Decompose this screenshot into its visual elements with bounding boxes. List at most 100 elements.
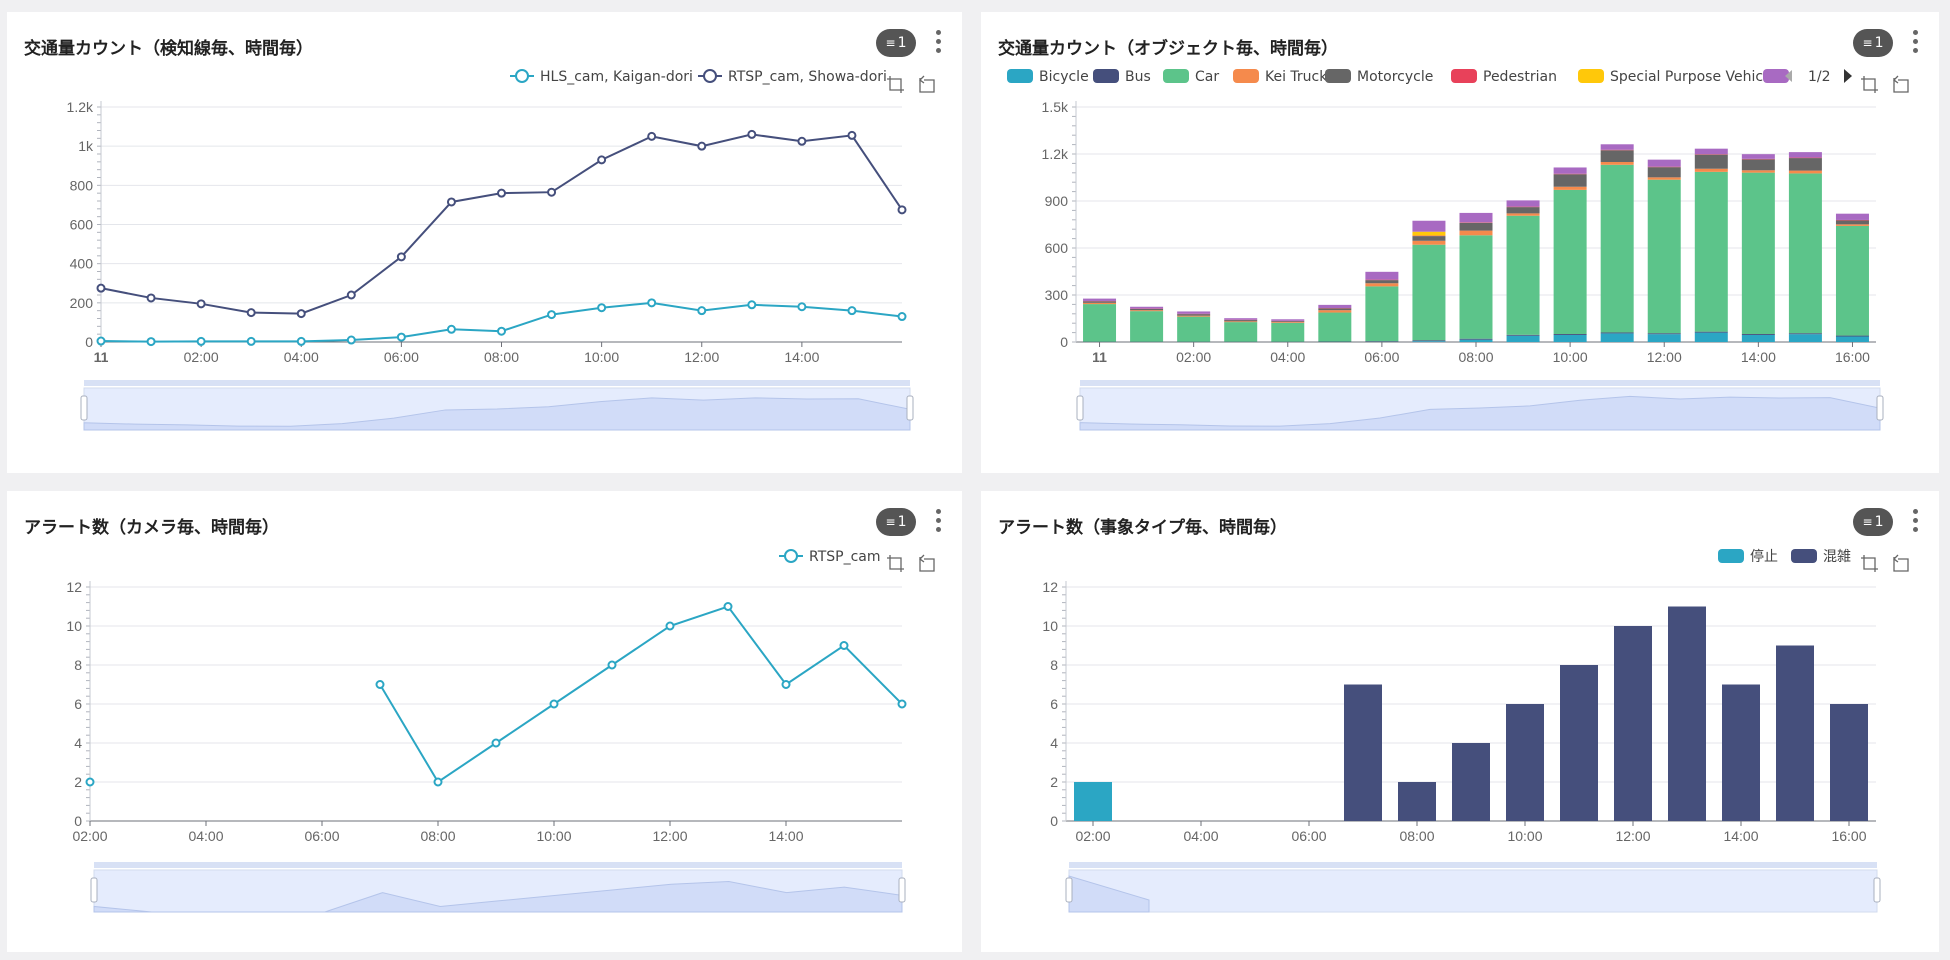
bar-segment[interactable] bbox=[1835, 225, 1869, 336]
bar-segment[interactable] bbox=[1614, 626, 1652, 821]
bar-segment[interactable] bbox=[1600, 161, 1634, 165]
legend-marker[interactable] bbox=[1325, 69, 1351, 83]
data-point[interactable] bbox=[723, 602, 733, 611]
data-point[interactable] bbox=[897, 312, 907, 322]
bar-segment[interactable] bbox=[1177, 315, 1211, 317]
bar-segment[interactable] bbox=[1553, 334, 1587, 342]
datazoom-handle-bar[interactable] bbox=[1069, 862, 1877, 868]
bar-segment[interactable] bbox=[1506, 207, 1540, 214]
data-point[interactable] bbox=[697, 141, 707, 151]
bar-segment[interactable] bbox=[1553, 174, 1587, 187]
datazoom-handle-bar[interactable] bbox=[94, 862, 902, 868]
bar-segment[interactable] bbox=[1835, 220, 1869, 225]
bar-segment[interactable] bbox=[1412, 231, 1446, 236]
bar-segment[interactable] bbox=[1788, 158, 1822, 171]
bar-segment[interactable] bbox=[1647, 177, 1681, 180]
bar-segment[interactable] bbox=[1412, 220, 1446, 232]
bar-segment[interactable] bbox=[1835, 336, 1869, 342]
bar-segment[interactable] bbox=[1741, 334, 1775, 335]
bar-segment[interactable] bbox=[1271, 319, 1305, 321]
legend-marker[interactable] bbox=[703, 69, 717, 83]
data-point[interactable] bbox=[196, 299, 206, 309]
bar-segment[interactable] bbox=[1647, 179, 1681, 334]
data-point[interactable] bbox=[396, 332, 406, 342]
bar-segment[interactable] bbox=[1553, 186, 1587, 190]
bar-segment[interactable] bbox=[1506, 334, 1540, 336]
bar-segment[interactable] bbox=[1600, 332, 1634, 334]
bar-segment[interactable] bbox=[1459, 212, 1493, 223]
bar-segment[interactable] bbox=[1553, 189, 1587, 335]
more-vertical-icon[interactable] bbox=[1913, 509, 1919, 533]
bar-segment[interactable] bbox=[1130, 311, 1164, 342]
data-point[interactable] bbox=[897, 205, 907, 215]
bar-segment[interactable] bbox=[1694, 171, 1728, 332]
bar-segment[interactable] bbox=[1083, 301, 1117, 303]
datazoom-slider[interactable] bbox=[1068, 869, 1878, 913]
bar-segment[interactable] bbox=[1647, 334, 1681, 342]
filter-badge[interactable]: ≡ 1 bbox=[876, 508, 916, 536]
datazoom-handle[interactable] bbox=[1065, 877, 1073, 903]
data-point[interactable] bbox=[491, 738, 501, 748]
data-point[interactable] bbox=[647, 298, 657, 308]
legend-marker[interactable] bbox=[1791, 549, 1817, 563]
bar-segment[interactable] bbox=[1600, 164, 1634, 333]
bar-segment[interactable] bbox=[1553, 334, 1587, 335]
bar-segment[interactable] bbox=[1741, 334, 1775, 342]
data-point[interactable] bbox=[396, 252, 406, 262]
bar-segment[interactable] bbox=[1365, 286, 1399, 342]
bar-segment[interactable] bbox=[1835, 224, 1869, 226]
data-point[interactable] bbox=[897, 699, 907, 709]
datazoom-handle-bar[interactable] bbox=[1080, 380, 1880, 386]
zoom-reset-icon[interactable] bbox=[1893, 554, 1909, 572]
bar-segment[interactable] bbox=[1741, 172, 1775, 335]
data-point[interactable] bbox=[346, 290, 356, 300]
bar-segment[interactable] bbox=[1224, 322, 1258, 342]
datazoom-handle[interactable] bbox=[90, 877, 98, 903]
datazoom-handle[interactable] bbox=[898, 877, 906, 903]
legend-next-icon[interactable] bbox=[1844, 69, 1852, 83]
data-point[interactable] bbox=[96, 283, 106, 293]
bar-segment[interactable] bbox=[1600, 333, 1634, 342]
bar-segment[interactable] bbox=[1741, 159, 1775, 171]
bar-segment[interactable] bbox=[1788, 334, 1822, 342]
bar-segment[interactable] bbox=[1560, 665, 1598, 821]
data-point[interactable] bbox=[547, 310, 557, 320]
bar-segment[interactable] bbox=[1074, 782, 1112, 821]
bar-segment[interactable] bbox=[1412, 236, 1446, 241]
legend-marker[interactable] bbox=[515, 69, 529, 83]
datazoom-handle[interactable] bbox=[1076, 395, 1084, 421]
bar-segment[interactable] bbox=[1177, 316, 1211, 342]
data-point[interactable] bbox=[847, 306, 857, 316]
data-point[interactable] bbox=[797, 302, 807, 312]
bar-segment[interactable] bbox=[1788, 173, 1822, 334]
bar-segment[interactable] bbox=[1741, 170, 1775, 173]
data-point[interactable] bbox=[375, 680, 385, 689]
more-vertical-icon[interactable] bbox=[1913, 30, 1919, 54]
zoom-reset-icon[interactable] bbox=[919, 554, 935, 572]
datazoom-handle[interactable] bbox=[906, 395, 914, 421]
bar-segment[interactable] bbox=[1224, 320, 1258, 322]
datazoom-handle[interactable] bbox=[1873, 877, 1881, 903]
zoom-reset-icon[interactable] bbox=[919, 75, 935, 93]
bar-segment[interactable] bbox=[1177, 314, 1211, 316]
data-point[interactable] bbox=[607, 660, 617, 670]
data-point[interactable] bbox=[597, 155, 607, 165]
data-point[interactable] bbox=[146, 293, 156, 303]
bar-segment[interactable] bbox=[1722, 684, 1760, 822]
bar-segment[interactable] bbox=[1412, 341, 1446, 342]
bar-segment[interactable] bbox=[1506, 213, 1540, 216]
bar-segment[interactable] bbox=[1694, 331, 1728, 333]
bar-segment[interactable] bbox=[1835, 213, 1869, 220]
data-point[interactable] bbox=[446, 197, 456, 207]
bar-segment[interactable] bbox=[1459, 230, 1493, 236]
bar-segment[interactable] bbox=[1459, 338, 1493, 340]
filter-badge[interactable]: ≡ 1 bbox=[1853, 29, 1893, 57]
legend-marker[interactable] bbox=[1763, 69, 1789, 83]
bar-segment[interactable] bbox=[1365, 271, 1399, 280]
bar-segment[interactable] bbox=[1344, 684, 1382, 822]
zoom-select-icon[interactable] bbox=[887, 76, 904, 93]
bar-segment[interactable] bbox=[1506, 215, 1540, 335]
bar-segment[interactable] bbox=[1130, 308, 1164, 311]
bar-segment[interactable] bbox=[1506, 335, 1540, 342]
data-point[interactable] bbox=[847, 130, 857, 140]
